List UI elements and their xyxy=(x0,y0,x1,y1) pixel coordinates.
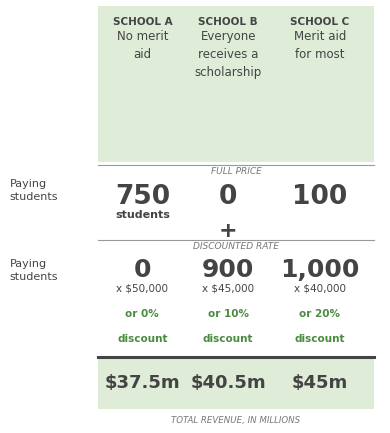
Text: discount: discount xyxy=(117,334,168,344)
Text: 750: 750 xyxy=(115,184,170,210)
Text: Paying
students: Paying students xyxy=(10,179,58,202)
Text: FULL PRICE: FULL PRICE xyxy=(211,167,261,176)
Text: 1,000: 1,000 xyxy=(280,258,360,281)
Text: 0: 0 xyxy=(134,258,151,281)
Text: SCHOOL C: SCHOOL C xyxy=(290,17,349,27)
Text: 100: 100 xyxy=(292,184,347,210)
Text: No merit
aid: No merit aid xyxy=(117,30,168,61)
FancyBboxPatch shape xyxy=(184,6,271,162)
Text: SCHOOL B: SCHOOL B xyxy=(199,17,258,27)
Text: 900: 900 xyxy=(202,258,254,281)
FancyBboxPatch shape xyxy=(98,6,184,162)
Text: or 20%: or 20% xyxy=(299,309,340,319)
Text: $40.5m: $40.5m xyxy=(190,374,266,392)
Text: 0: 0 xyxy=(219,184,238,210)
Text: x $40,000: x $40,000 xyxy=(294,284,346,294)
Text: or 10%: or 10% xyxy=(207,309,249,319)
Text: Everyone
receives a
scholarship: Everyone receives a scholarship xyxy=(195,30,262,79)
FancyBboxPatch shape xyxy=(271,357,374,409)
Text: x $50,000: x $50,000 xyxy=(116,284,168,294)
Text: discount: discount xyxy=(294,334,345,344)
Text: x $45,000: x $45,000 xyxy=(202,284,254,294)
Text: or 0%: or 0% xyxy=(126,309,159,319)
Text: TOTAL REVENUE, IN MILLIONS: TOTAL REVENUE, IN MILLIONS xyxy=(171,416,301,424)
FancyBboxPatch shape xyxy=(98,357,184,409)
Text: students: students xyxy=(115,210,170,220)
Text: discount: discount xyxy=(203,334,254,344)
FancyBboxPatch shape xyxy=(271,6,374,162)
Text: $45m: $45m xyxy=(292,374,348,392)
Text: +: + xyxy=(219,221,238,241)
Text: $37.5m: $37.5m xyxy=(105,374,180,392)
Text: Paying
students: Paying students xyxy=(10,259,58,282)
Text: DISCOUNTED RATE: DISCOUNTED RATE xyxy=(193,242,279,252)
FancyBboxPatch shape xyxy=(184,357,271,409)
Text: Merit aid
for most: Merit aid for most xyxy=(294,30,346,61)
Text: SCHOOL A: SCHOOL A xyxy=(113,17,172,27)
